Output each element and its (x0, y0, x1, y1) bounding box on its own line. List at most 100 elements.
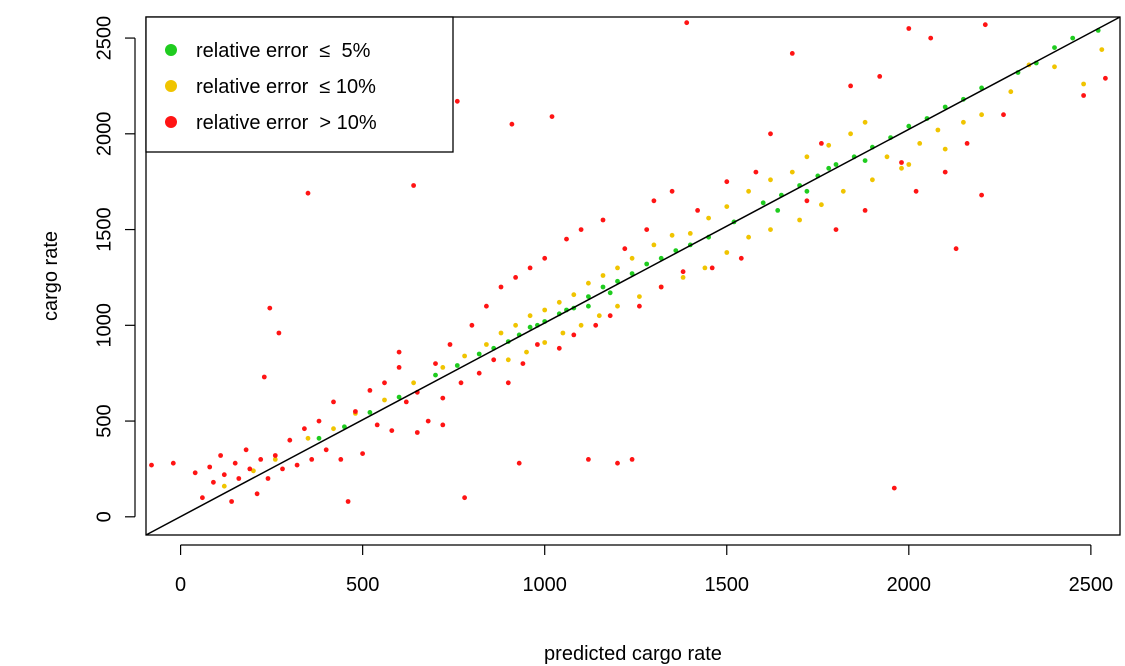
point-series-2-4 (207, 464, 213, 470)
point-series-1-43 (1099, 47, 1105, 52)
legend-label-1: relative error ≤ 10% (196, 76, 376, 98)
point-series-0-6 (476, 351, 482, 357)
point-series-2-90 (862, 208, 868, 213)
point-series-1-24 (706, 215, 711, 221)
point-series-2-39 (411, 183, 416, 188)
point-series-2-37 (396, 365, 402, 370)
point-series-2-76 (669, 188, 675, 194)
point-series-2-13 (254, 491, 260, 497)
point-series-1-12 (513, 322, 518, 328)
point-series-2-61 (556, 345, 562, 351)
point-series-1-51 (637, 294, 642, 299)
point-series-2-50 (491, 357, 497, 363)
point-series-2-23 (302, 426, 307, 432)
point-series-0-2 (367, 410, 373, 415)
point-series-2-95 (913, 188, 919, 194)
point-series-1-46 (542, 340, 548, 345)
point-series-1-26 (746, 188, 751, 194)
point-series-2-88 (833, 227, 839, 233)
point-series-2-5 (211, 479, 216, 485)
point-series-2-2 (192, 470, 198, 476)
point-series-0-42 (775, 208, 781, 213)
point-series-1-3 (305, 435, 311, 441)
point-series-2-86 (804, 198, 810, 204)
point-series-2-62 (564, 236, 569, 242)
point-series-2-79 (695, 208, 700, 213)
point-series-2-77 (680, 269, 686, 275)
point-series-2-45 (454, 98, 460, 104)
x-tick-label-2000: 2000 (887, 574, 932, 596)
point-series-1-20 (629, 255, 635, 261)
point-series-2-59 (542, 255, 548, 261)
point-series-0-14 (586, 294, 591, 299)
point-series-1-9 (462, 353, 467, 359)
plot-frame (145, 16, 1121, 536)
point-series-1-19 (615, 265, 620, 271)
point-series-2-83 (753, 169, 759, 175)
point-series-1-15 (556, 299, 562, 305)
point-series-0-40 (1070, 35, 1076, 41)
point-series-1-37 (961, 119, 966, 125)
point-series-1-61 (870, 177, 875, 183)
point-series-1-32 (862, 119, 868, 125)
point-series-2-32 (360, 451, 365, 456)
point-series-1-39 (1008, 89, 1014, 95)
point-series-2-87 (819, 141, 824, 146)
x-tick-label-1000: 1000 (522, 574, 567, 596)
point-series-2-71 (629, 457, 635, 462)
point-series-1-4 (331, 426, 336, 432)
point-series-1-49 (596, 313, 602, 319)
point-series-2-63 (571, 332, 577, 338)
point-series-1-38 (979, 112, 984, 118)
point-series-2-36 (389, 428, 395, 433)
reference-line-y-equals-x (145, 16, 1121, 536)
point-series-1-29 (804, 154, 810, 160)
point-series-2-80 (709, 265, 715, 271)
point-series-2-7 (221, 472, 227, 478)
legend-marker-1 (165, 80, 177, 92)
point-series-1-0 (221, 483, 227, 489)
point-series-2-97 (942, 169, 948, 175)
point-series-2-52 (505, 380, 511, 386)
point-series-1-48 (578, 322, 584, 328)
point-series-2-10 (236, 476, 242, 481)
point-series-2-64 (578, 227, 584, 233)
point-series-1-17 (586, 280, 591, 286)
point-series-2-49 (484, 303, 489, 309)
point-series-2-33 (367, 388, 373, 393)
point-series-1-7 (411, 380, 416, 386)
point-series-2-108 (396, 349, 402, 355)
point-series-0-44 (826, 165, 832, 171)
point-series-2-18 (272, 453, 278, 458)
point-series-2-60 (549, 114, 555, 119)
point-series-2-21 (287, 437, 293, 443)
point-series-2-91 (877, 74, 883, 79)
point-series-2-101 (982, 22, 988, 28)
point-series-2-8 (229, 499, 235, 504)
point-series-1-35 (917, 141, 923, 146)
point-series-2-43 (440, 395, 446, 401)
x-axis-title: predicted cargo rate (544, 643, 722, 665)
point-series-2-106 (440, 422, 446, 428)
point-series-2-38 (403, 399, 409, 405)
point-series-2-66 (593, 322, 599, 328)
point-series-1-50 (615, 303, 620, 309)
point-series-2-84 (768, 131, 773, 137)
point-series-2-9 (232, 460, 238, 466)
point-series-1-1 (251, 468, 256, 474)
point-series-0-24 (760, 200, 766, 206)
point-series-2-81 (724, 179, 730, 185)
point-series-1-28 (789, 169, 795, 175)
point-series-2-15 (261, 374, 267, 380)
point-series-2-73 (644, 227, 650, 233)
point-series-2-51 (498, 284, 504, 290)
point-series-1-14 (542, 307, 548, 313)
point-series-0-45 (862, 158, 868, 164)
point-series-1-33 (884, 154, 890, 160)
point-series-1-21 (651, 242, 657, 248)
point-series-1-16 (571, 292, 577, 298)
legend: relative error ≤ 5% relative error ≤ 10% r… (145, 16, 454, 153)
point-series-2-103 (1081, 93, 1086, 98)
point-series-2-12 (247, 466, 253, 472)
point-series-1-18 (600, 273, 606, 278)
